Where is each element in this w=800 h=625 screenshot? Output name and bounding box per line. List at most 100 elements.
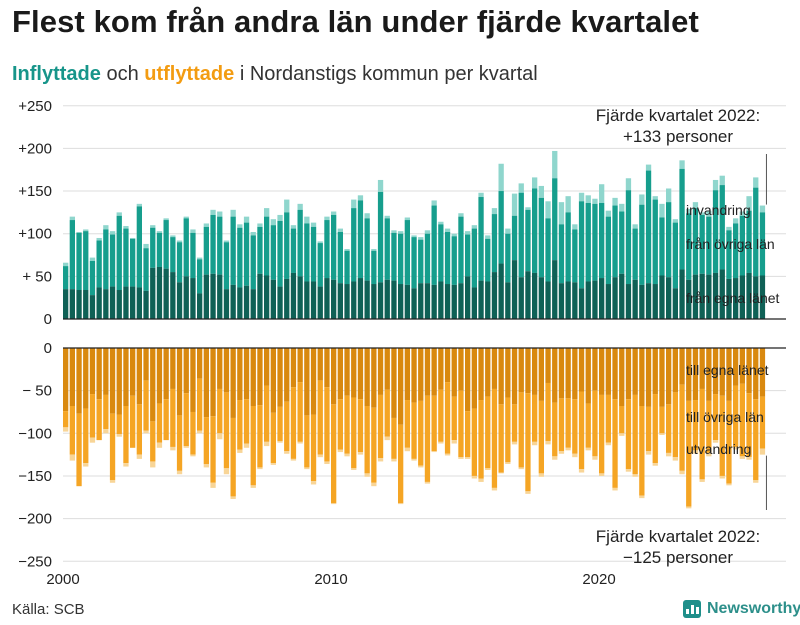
bar-in-egna [69, 289, 75, 319]
bar-out-egna [136, 348, 142, 405]
bar-in-egna [458, 283, 464, 319]
bar-out-ovriga [672, 392, 678, 458]
bar-out-ovriga [150, 421, 156, 462]
bar-out-utvandring [552, 456, 558, 460]
bar-in-invandring [659, 203, 665, 218]
bar-out-egna [465, 348, 471, 412]
bar-in-egna [290, 272, 297, 319]
bar-out-egna [130, 348, 136, 396]
bar-in-ovriga [632, 228, 638, 280]
bar-in-egna [424, 283, 431, 319]
bar-in-egna [652, 284, 658, 319]
bar-in-invandring [572, 224, 578, 230]
bar-in-egna [344, 284, 350, 319]
bar-in-invandring [471, 225, 477, 229]
bar-in-egna [331, 279, 337, 319]
bar-in-ovriga [96, 240, 102, 288]
bar-out-ovriga [465, 411, 471, 458]
bar-out-ovriga [444, 382, 451, 454]
bar-out-egna [525, 348, 531, 394]
bar-in-ovriga [491, 214, 498, 273]
bar-in-egna [284, 278, 290, 319]
bar-out-ovriga [625, 399, 632, 470]
bar-out-utvandring [324, 461, 330, 465]
bar-out-ovriga [532, 394, 538, 442]
bar-out-utvandring [230, 496, 236, 499]
bar-in-invandring [143, 243, 149, 249]
bar-out-egna [69, 348, 75, 407]
bar-out-egna [217, 348, 223, 389]
bar-out-utvandring [237, 449, 243, 453]
bar-in-ovriga [759, 212, 766, 276]
bar-out-utvandring [672, 457, 678, 461]
bar-out-ovriga [317, 380, 323, 455]
bar-in-egna [545, 281, 551, 319]
bar-in-egna [217, 274, 223, 319]
bar-in-egna [739, 275, 745, 319]
bar-in-invandring [565, 196, 571, 213]
bar-in-invandring [96, 237, 102, 241]
bar-in-invandring [243, 216, 250, 223]
bar-in-invandring [63, 262, 69, 267]
bar-out-egna [63, 348, 69, 412]
bar-in-egna [270, 279, 276, 319]
bar-in-egna [103, 289, 109, 319]
bar-out-utvandring [250, 485, 256, 488]
bar-in-invandring [156, 231, 163, 233]
bar-out-egna [398, 348, 404, 425]
bar-in-invandring [411, 235, 417, 238]
bar-out-utvandring [377, 458, 384, 462]
bar-in-invandring [498, 163, 504, 192]
bar-out-ovriga [176, 415, 183, 471]
bar-in-ovriga [451, 236, 457, 285]
bar-out-utvandring [733, 446, 739, 450]
bar-out-utvandring [712, 440, 719, 443]
bar-in-invandring [357, 195, 364, 201]
bar-in-egna [96, 287, 102, 319]
bar-out-egna [438, 348, 444, 390]
bar-out-utvandring [277, 440, 283, 443]
bar-out-utvandring [431, 451, 437, 453]
bar-in-egna [759, 275, 766, 319]
bar-in-invandring [753, 177, 759, 188]
bar-out-ovriga [733, 385, 739, 447]
bar-out-egna [712, 348, 719, 395]
bar-in-ovriga [619, 211, 625, 274]
bar-out-utvandring [532, 441, 538, 446]
bar-in-invandring [759, 205, 766, 213]
bar-in-ovriga [679, 168, 685, 270]
bar-out-ovriga [384, 389, 390, 437]
bar-out-egna [331, 348, 337, 405]
bar-in-ovriga [485, 238, 491, 282]
bar-in-invandring [210, 209, 216, 215]
bar-out-egna [424, 348, 431, 396]
bar-in-invandring [257, 223, 263, 227]
bar-in-invandring [264, 208, 270, 217]
bar-in-ovriga [190, 232, 196, 279]
bar-out-egna [759, 348, 766, 397]
label-till-egna-lanet: till egna länet [686, 362, 769, 378]
bar-in-egna [243, 285, 250, 319]
bar-out-egna [753, 348, 759, 400]
bar-out-egna [578, 348, 585, 392]
bar-out-egna [243, 348, 250, 400]
bar-in-egna [451, 284, 457, 319]
bar-in-invandring [324, 216, 330, 221]
bar-out-ovriga [639, 406, 645, 496]
bar-out-ovriga [391, 417, 397, 459]
bar-in-egna [625, 284, 632, 319]
bar-out-egna [324, 348, 330, 388]
bar-out-egna [418, 348, 424, 401]
bar-out-egna [599, 348, 605, 395]
bar-in-invandring [344, 249, 350, 251]
bar-out-egna [558, 348, 565, 399]
bar-in-egna [156, 266, 163, 319]
bar-out-utvandring [150, 461, 156, 468]
bar-in-ovriga [746, 210, 752, 273]
bar-in-ovriga [712, 190, 719, 273]
bar-in-egna [116, 289, 122, 319]
bar-out-egna [532, 348, 538, 395]
bar-out-utvandring [692, 450, 699, 454]
bar-in-ovriga [518, 192, 524, 278]
newsworthy-logo[interactable]: Newsworthy [683, 600, 800, 618]
